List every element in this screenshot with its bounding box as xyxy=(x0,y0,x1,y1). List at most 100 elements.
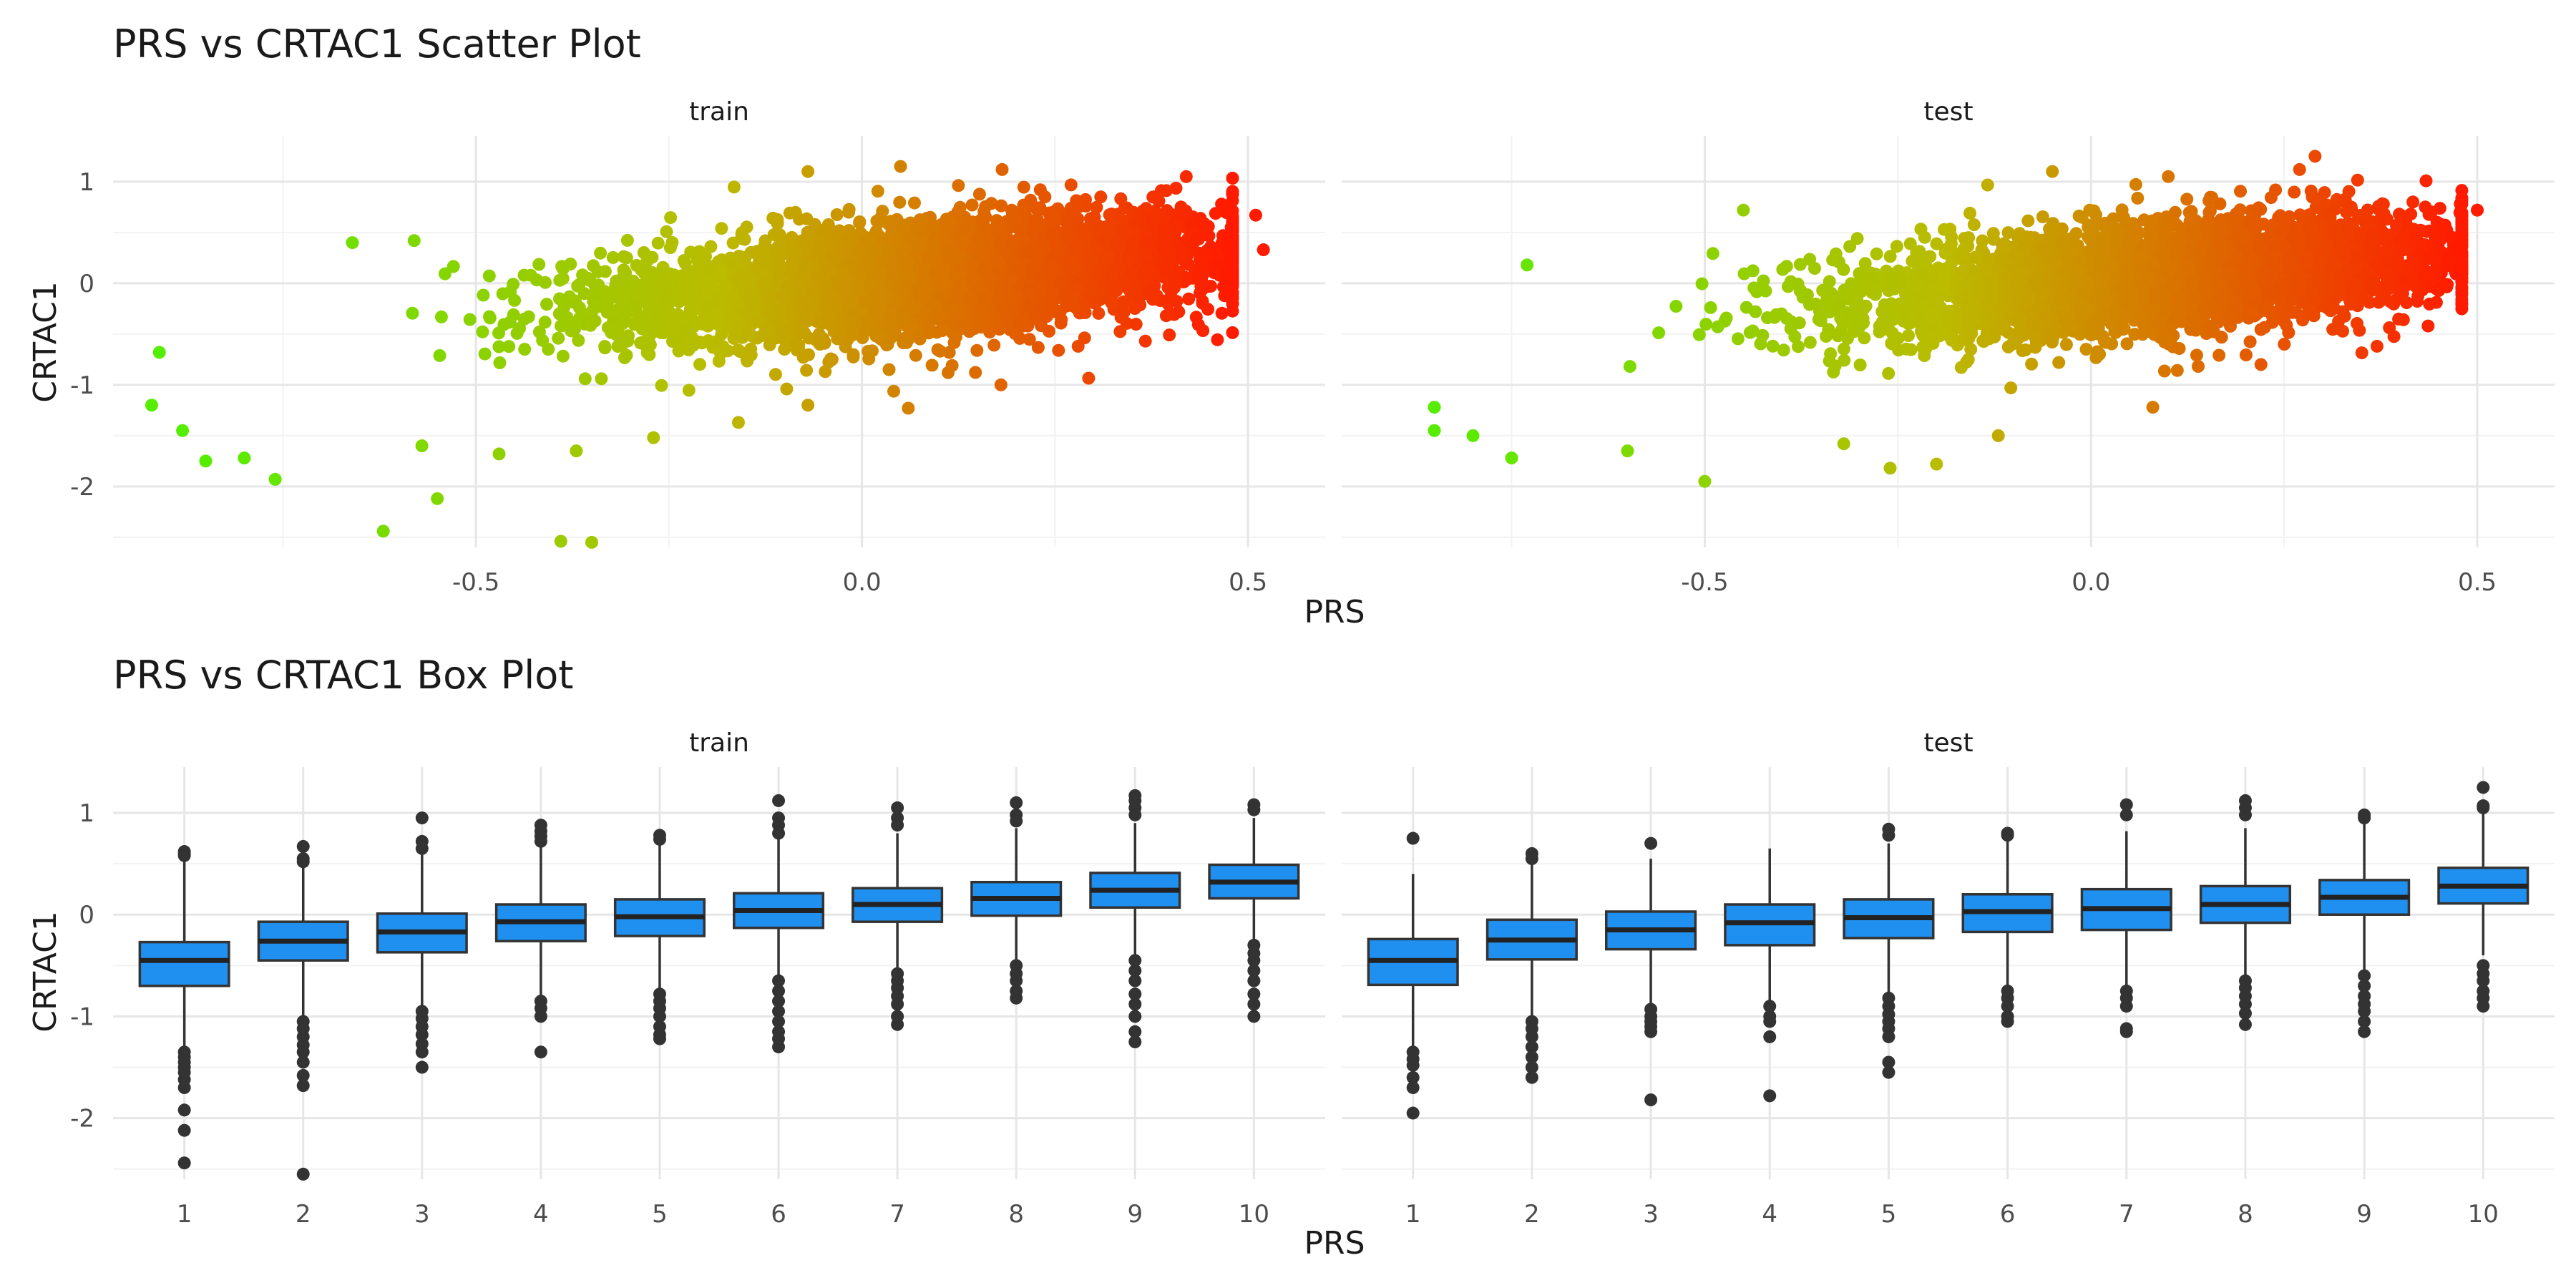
scatter-point xyxy=(780,382,794,396)
scatter-point xyxy=(896,309,909,323)
scatter-point xyxy=(800,212,814,225)
scatter-point xyxy=(1012,263,1025,277)
scatter-point xyxy=(1111,208,1125,221)
scatter-point xyxy=(834,327,847,341)
scatter-point xyxy=(726,290,739,303)
scatter-plot-section: PRS vs CRTAC1 Scatter Plot train test -0… xyxy=(27,21,2555,630)
scatter-point xyxy=(145,399,158,412)
scatter-point xyxy=(887,384,900,398)
scatter-point xyxy=(1031,341,1045,354)
scatter-point xyxy=(769,368,782,381)
scatter-point xyxy=(1098,233,1112,247)
scatter-point xyxy=(655,379,668,392)
scatter-point xyxy=(772,257,786,270)
scatter-point xyxy=(693,270,706,283)
scatter-point xyxy=(1067,300,1080,313)
scatter-point xyxy=(1174,200,1188,214)
scatter-point xyxy=(592,299,606,313)
scatter-point xyxy=(861,234,874,248)
scatter-point xyxy=(906,321,919,335)
x-tick-label: 0.0 xyxy=(843,568,882,597)
x-tick-label: -0.5 xyxy=(452,568,499,597)
scatter-point xyxy=(976,263,990,277)
scatter-point xyxy=(1005,237,1019,250)
y-tick-label: 0 xyxy=(79,270,94,298)
scatter-point xyxy=(640,254,654,268)
scatter-point xyxy=(438,267,452,280)
scatter-point xyxy=(1788,330,1802,343)
scatter-point xyxy=(893,195,907,209)
scatter-point xyxy=(773,228,786,241)
scatter-point xyxy=(640,346,654,359)
scatter-point xyxy=(621,334,635,348)
scatter-point xyxy=(743,286,757,299)
scatter-point xyxy=(693,358,706,371)
scatter-point xyxy=(784,321,798,334)
scatter-point xyxy=(1025,261,1039,275)
scatter-point xyxy=(680,270,694,283)
scatter-point xyxy=(847,350,860,364)
scatter-point xyxy=(882,363,896,376)
scatter-point xyxy=(796,324,810,338)
scatter-point xyxy=(1080,230,1093,243)
scatter-point xyxy=(975,314,989,328)
scatter-point xyxy=(2052,356,2066,369)
scatter-point xyxy=(723,309,737,323)
scatter-point xyxy=(1184,218,1198,231)
scatter-point xyxy=(447,260,460,273)
scatter-point xyxy=(1028,244,1042,258)
scatter-point xyxy=(882,244,896,258)
scatter-point xyxy=(826,249,839,263)
scatter-point xyxy=(903,232,917,245)
scatter-point xyxy=(824,263,837,277)
scatter-point xyxy=(675,292,688,306)
scatter-point xyxy=(606,250,620,264)
scatter-point xyxy=(1148,190,1161,204)
scatter-point xyxy=(842,203,856,216)
scatter-point xyxy=(562,290,576,303)
scatter-points xyxy=(1428,150,2484,488)
scatter-point xyxy=(588,314,602,328)
scatter-point xyxy=(1113,325,1127,338)
scatter-point xyxy=(951,205,965,218)
scatter-point xyxy=(1226,291,1239,305)
scatter-point xyxy=(540,298,553,311)
scatter-point xyxy=(431,492,444,505)
scatter-point xyxy=(776,290,789,303)
scatter-title: PRS vs CRTAC1 Scatter Plot xyxy=(113,21,641,67)
scatter-point xyxy=(979,223,992,236)
scatter-point xyxy=(715,222,728,235)
scatter-point xyxy=(747,303,761,316)
scatter-point xyxy=(819,365,832,379)
scatter-point xyxy=(901,268,914,282)
scatter-point xyxy=(955,263,968,276)
scatter-point xyxy=(710,335,723,348)
scatter-facet-label-train: train xyxy=(689,97,749,127)
scatter-point xyxy=(894,160,907,173)
scatter-point xyxy=(786,240,800,253)
scatter-point xyxy=(704,240,718,253)
scatter-point xyxy=(433,348,447,362)
scatter-point xyxy=(863,278,877,292)
scatter-point xyxy=(929,312,942,326)
scatter-point xyxy=(741,328,755,341)
scatter-point xyxy=(987,338,1001,352)
scatter-point xyxy=(482,269,496,283)
scatter-point xyxy=(852,244,865,258)
scatter-point xyxy=(718,280,732,293)
scatter-point xyxy=(1870,247,1883,260)
scatter-point xyxy=(756,278,770,292)
scatter-point xyxy=(376,525,390,538)
scatter-point xyxy=(618,351,631,364)
y-tick-label: -1 xyxy=(70,371,94,400)
scatter-point xyxy=(1082,371,1096,385)
scatter-point xyxy=(532,258,546,271)
scatter-point xyxy=(927,219,941,233)
scatter-point xyxy=(2421,319,2435,333)
scatter-point xyxy=(862,257,876,270)
scatter-point xyxy=(845,328,859,342)
scatter-point xyxy=(598,341,612,355)
scatter-point xyxy=(771,240,785,253)
scatter-point xyxy=(873,264,887,278)
scatter-point xyxy=(1146,212,1159,225)
